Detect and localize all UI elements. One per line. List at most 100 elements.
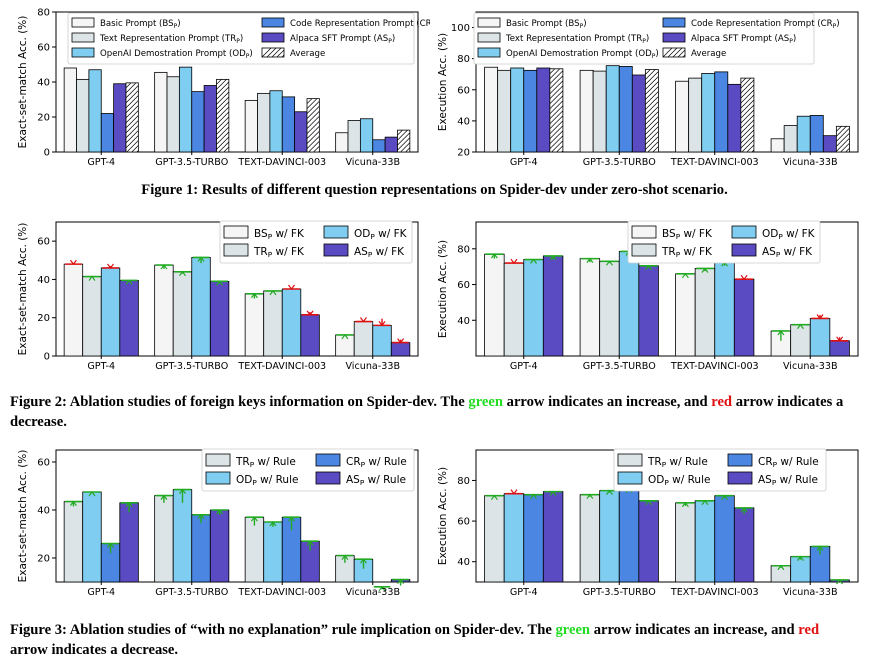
legend-label-BS: BSP w/ FK <box>254 228 305 241</box>
y-tick-label: 20 <box>37 313 50 324</box>
y-tick-label: 60 <box>37 237 50 248</box>
bar-TR <box>676 503 696 582</box>
bar-BS <box>485 67 498 152</box>
x-tick-label: GPT-4 <box>510 157 538 168</box>
y-tick-label: 0 <box>44 352 50 363</box>
bar-AS <box>543 492 563 582</box>
bar-TR <box>784 126 797 152</box>
caption-red-word: red <box>798 622 819 638</box>
bar-TR <box>695 268 715 356</box>
y-tick-label: 60 <box>457 85 470 96</box>
figure2-caption: Figure 2: Ablation studies of foreign ke… <box>10 392 860 432</box>
legend-label-OD: OpenAI Demostration Prompt (ODP) <box>506 49 659 60</box>
x-tick-label: TEXT-DAVINCI-003 <box>670 157 759 168</box>
legend-label-AVG: Average <box>691 49 726 59</box>
y-tick-label: 60 <box>37 43 50 54</box>
x-tick-label: GPT-4 <box>87 587 115 598</box>
legend-swatch-AS <box>663 33 685 42</box>
bar-BS <box>336 133 348 152</box>
bar-CR <box>524 495 544 582</box>
legend-swatch-OD <box>618 472 642 484</box>
bar-OD <box>83 492 102 582</box>
bar-BS <box>336 335 355 356</box>
legend-label-CR: Code Representation Prompt (CRP) <box>691 19 840 30</box>
x-tick-label: TEXT-DAVINCI-003 <box>237 157 326 168</box>
legend-swatch-BS <box>224 226 248 238</box>
x-tick-label: Vicuna-33B <box>783 587 838 598</box>
bar-OD <box>524 260 544 356</box>
legend-swatch-TR <box>618 454 642 466</box>
legend-label-BS: BSP w/ FK <box>662 228 713 241</box>
bar-BS <box>580 259 600 356</box>
legend-swatch-TR <box>206 454 230 466</box>
bar-TR <box>77 79 89 152</box>
bar-AS <box>823 136 836 152</box>
bar-BS <box>485 254 505 356</box>
legend-label-AS: Alpaca SFT Prompt (ASP) <box>290 34 395 45</box>
legend-label-TR: TRP w/ Rule <box>647 456 708 469</box>
y-tick-label: 80 <box>457 54 470 65</box>
bar-OD <box>797 116 810 152</box>
bar-OD <box>600 491 620 582</box>
legend-label-TR: Text Representation Prompt (TRP) <box>99 34 243 45</box>
bar-BS <box>245 294 264 356</box>
bar-AVG <box>550 69 563 152</box>
bar-OD <box>791 557 811 582</box>
y-axis-label: Execution Acc. (%) <box>437 467 449 565</box>
y-tick-label: 20 <box>457 148 470 159</box>
figure3-caption: Figure 3: Ablation studies of “with no e… <box>10 620 860 660</box>
bar-TR <box>498 70 511 152</box>
bar-CR <box>715 72 728 152</box>
legend-label-OD: OpenAI Demostration Prompt (ODP) <box>100 49 253 60</box>
legend-swatch-OD <box>324 226 348 238</box>
bar-OD <box>192 257 211 356</box>
x-tick-label: GPT-3.5-TURBO <box>583 587 656 598</box>
x-tick-label: GPT-4 <box>87 361 115 372</box>
bar-AS <box>114 84 126 152</box>
bar-CR <box>619 66 632 152</box>
bar-BS <box>245 100 257 152</box>
x-tick-label: GPT-3.5-TURBO <box>155 587 228 598</box>
x-tick-label: GPT-3.5-TURBO <box>583 361 656 372</box>
bar-AS <box>537 68 550 152</box>
x-tick-label: Vicuna-33B <box>345 587 400 598</box>
y-tick-label: 20 <box>37 113 50 124</box>
bar-AS <box>639 266 659 356</box>
bar-AVG <box>645 70 658 152</box>
x-tick-label: Vicuna-33B <box>783 157 838 168</box>
x-tick-label: Vicuna-33B <box>345 361 400 372</box>
bar-AS <box>830 341 850 356</box>
bar-OD <box>715 262 735 356</box>
legend-swatch-OD <box>206 472 230 484</box>
legend-label-AS: ASP w/ Rule <box>758 474 818 487</box>
bar-CR <box>192 92 204 152</box>
caption-green-word: green <box>555 622 590 638</box>
y-axis-label: Exact-set-match Acc. (%) <box>17 223 29 356</box>
bar-AS <box>734 279 754 356</box>
y-tick-label: 0 <box>44 148 50 159</box>
bar-TR <box>504 263 524 356</box>
x-tick-label: GPT-3.5-TURBO <box>155 361 228 372</box>
bar-OD <box>101 268 120 356</box>
bar-AS <box>120 280 139 356</box>
legend-swatch-BS <box>632 226 656 238</box>
bar-BS <box>676 274 696 356</box>
y-axis-label: Execution Acc. (%) <box>437 240 449 338</box>
bar-AS <box>210 510 229 582</box>
bar-CR <box>192 515 211 582</box>
y-tick-label: 80 <box>457 244 470 255</box>
legend-label-OD: ODP w/ Rule <box>236 474 298 487</box>
bar-OD <box>360 119 372 152</box>
bar-TR <box>771 566 791 582</box>
bar-AS <box>391 343 410 356</box>
bar-BS <box>771 139 784 152</box>
caption-red-word: red <box>711 394 732 410</box>
legend-label-AS: ASP w/ Rule <box>346 474 406 487</box>
bar-AS <box>385 137 397 152</box>
y-axis-label: Execution Acc. (%) <box>437 33 449 131</box>
legend-swatch-TR <box>632 244 656 256</box>
bar-AS <box>120 503 139 582</box>
legend-label-AS: Alpaca SFT Prompt (ASP) <box>691 34 796 45</box>
caption-green-word: green <box>468 394 503 410</box>
